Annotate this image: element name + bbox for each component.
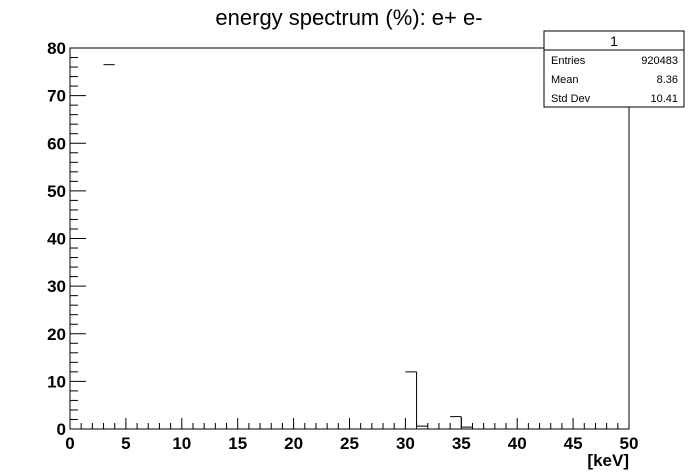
x-tick-label: 40 — [508, 434, 527, 453]
x-axis-label: [keV] — [587, 451, 629, 470]
y-tick-label: 30 — [47, 277, 66, 296]
x-tick-label: 25 — [340, 434, 359, 453]
y-tick-label: 60 — [47, 134, 66, 153]
histogram-bins — [103, 64, 473, 428]
x-tick-label: 50 — [620, 434, 639, 453]
stats-box-frame — [543, 30, 685, 108]
histogram-bin — [460, 416, 473, 428]
x-tick-label: 30 — [396, 434, 415, 453]
chart-title: energy spectrum (%): e+ e- — [215, 5, 482, 30]
y-tick-label: 50 — [47, 182, 66, 201]
stats-box-title: 1 — [610, 33, 618, 49]
x-tick-label: 45 — [564, 434, 583, 453]
stats-box: 1 Entries 920483 Mean 8.36 Std Dev 10.41 — [543, 30, 685, 108]
x-tick-label: 0 — [65, 434, 74, 453]
stats-stddev-label: Std Dev — [551, 93, 591, 105]
x-tick-label: 15 — [228, 434, 247, 453]
stats-stddev-value: 10.41 — [650, 93, 678, 105]
x-tick-label: 35 — [452, 434, 471, 453]
y-tick-label: 40 — [47, 230, 66, 249]
y-tick-label: 80 — [47, 39, 66, 58]
stats-entries-label: Entries — [551, 55, 586, 67]
stats-mean-value: 8.36 — [657, 74, 678, 86]
y-tick-label: 0 — [57, 420, 66, 439]
stats-entries-value: 920483 — [641, 55, 678, 67]
stats-mean-label: Mean — [551, 74, 579, 86]
x-tick-label: 20 — [284, 434, 303, 453]
y-tick-label: 70 — [47, 87, 66, 106]
histogram-bin — [416, 371, 428, 427]
x-tick-label: 10 — [172, 434, 191, 453]
y-tick-label: 20 — [47, 325, 66, 344]
y-tick-label: 10 — [47, 372, 66, 391]
axes: 0 5 10 15 20 25 30 35 40 45 50 0 10 20 30 40 50 60 70 80 — [47, 39, 638, 453]
x-tick-label: 5 — [121, 434, 130, 453]
